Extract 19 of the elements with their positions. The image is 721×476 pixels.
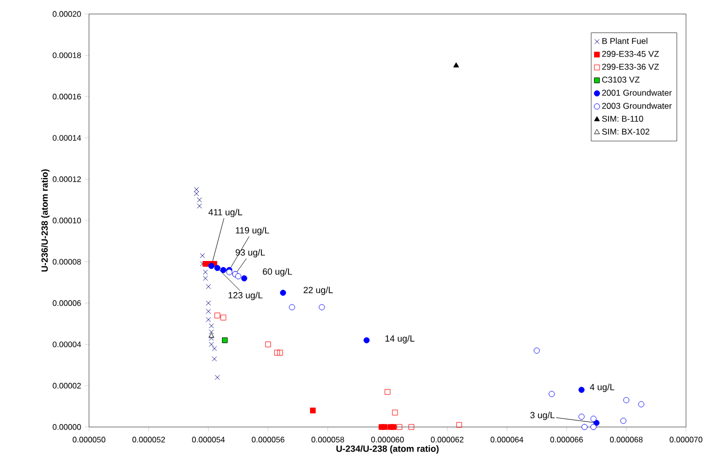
legend-label: 2003 Groundwater <box>602 102 672 109</box>
annotation: 22 ug/L <box>304 286 333 295</box>
annotation: 60 ug/L <box>262 268 292 276</box>
legend-label: 299-E33-45 VZ <box>602 50 659 57</box>
annotation: 4 ug/L <box>590 384 614 392</box>
legend-label: 2001 Groundwater <box>602 90 672 96</box>
legend-label: SIM: B-110 <box>602 116 644 122</box>
annotation: 119 ug/L <box>236 226 270 236</box>
annotation: 411 ug/L <box>208 208 242 218</box>
legend-label: B Plant Fuel <box>602 38 648 44</box>
legend-label: SIM: BX-102 <box>602 128 650 135</box>
annotation: 3 ug/L <box>530 412 555 420</box>
annotation: 14 ug/L <box>385 335 414 344</box>
legend-label: C3103 VZ <box>602 76 640 83</box>
legend-label: 299-E33-36 VZ <box>602 64 659 70</box>
annotation: 123 ug/L <box>228 292 262 300</box>
y-axis-title: U-236/U-238 (atom ratio) <box>41 169 50 272</box>
x-axis-title: U-234/U-238 (atom ratio) <box>336 445 439 454</box>
annotation: 93 ug/L <box>236 249 265 258</box>
